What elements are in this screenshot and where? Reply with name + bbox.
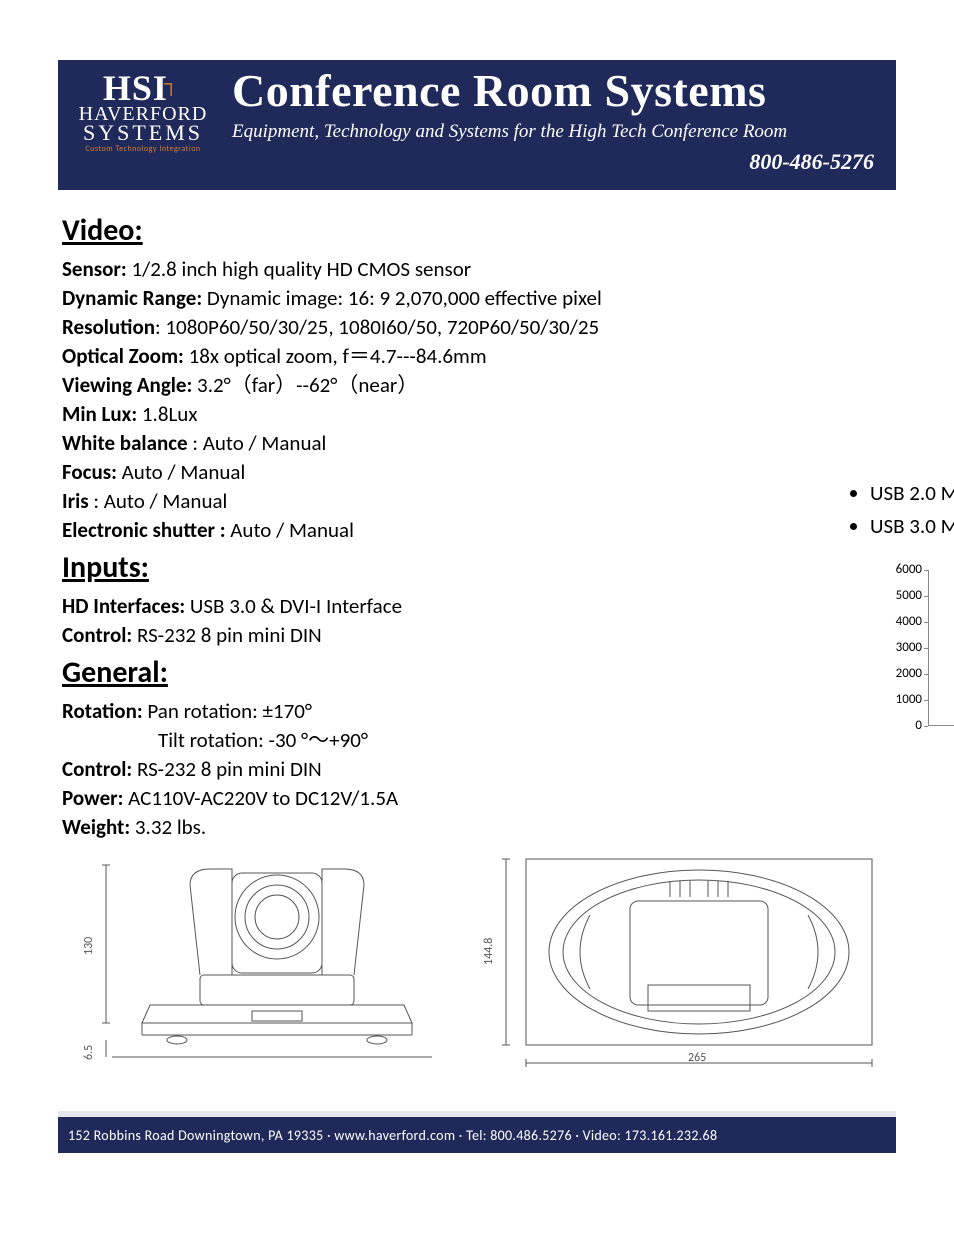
video-specs: Sensor: 1/2.8 inch high quality HD CMOS … — [62, 255, 842, 545]
section-heading-inputs: Inputs: — [62, 549, 842, 586]
spec-value: Dynamic image: 16: 9 2,070,000 effective… — [202, 285, 602, 311]
spec-label: Electronic shutter : — [62, 517, 226, 543]
spec-label: HD Interfaces: — [62, 593, 185, 619]
dim-width: 265 — [688, 1051, 706, 1065]
spec-value: 1.8Lux — [137, 401, 197, 427]
logo-systems: SYSTEMS — [83, 122, 203, 144]
usb-column: USB 2.0 vs USB 3.0 USB 2.0 Max 480 MBs U… — [842, 208, 954, 841]
spec-line: Resolution: 1080P60/50/30/25, 1080I60/50… — [62, 313, 842, 342]
section-heading-video: Video: — [62, 212, 842, 249]
spec-line: Focus: Auto / Manual — [62, 458, 842, 487]
spec-value: RS-232 8 pin mini DIN — [132, 756, 322, 782]
header-title: Conference Room Systems — [232, 64, 766, 117]
spec-value: RS-232 8 pin mini DIN — [132, 622, 322, 648]
footer-text: 152 Robbins Road Downingtown, PA 19335 ·… — [68, 1127, 717, 1144]
spec-label: Iris — [62, 488, 93, 514]
inputs-specs: HD Interfaces: USB 3.0 & DVI-I Interface… — [62, 592, 462, 650]
spec-value: Auto / Manual — [117, 459, 245, 485]
spec-value: 18x optical zoom, f＝4.7---84.6mm — [184, 343, 487, 369]
chart-y-tick: 5000 — [868, 588, 922, 603]
header-subtitle: Equipment, Technology and Systems for th… — [232, 121, 787, 143]
spec-line: Sensor: 1/2.8 inch high quality HD CMOS … — [62, 255, 842, 284]
header-text: Conference Room Systems Equipment, Techn… — [232, 66, 882, 175]
spec-label: Weight: — [62, 814, 130, 840]
spec-line: Iris : Auto / Manual — [62, 487, 842, 516]
logo-mark-icon: ┐ — [164, 73, 179, 95]
spec-value: Pan rotation: ±170° — [143, 698, 312, 724]
camera-top-drawing: 144.8 265 — [470, 845, 890, 1085]
dim-foot: 6.5 — [82, 1045, 96, 1060]
spec-label: Rotation: — [62, 698, 143, 724]
usb-bullet: USB 3.0 Max 5 GBs — [870, 510, 954, 543]
spec-line: Tilt rotation: -30 °～+90° — [62, 726, 562, 755]
logo-tagline: Custom Technology Integration — [85, 145, 200, 153]
spec-label: Min Lux: — [62, 401, 137, 427]
usb-bullets: USB 2.0 Max 480 MBs USB 3.0 Max 5 GBs — [848, 477, 954, 542]
drawings-row: 130 6.5 — [58, 841, 896, 1085]
footer: 152 Robbins Road Downingtown, PA 19335 ·… — [58, 1117, 896, 1153]
spec-label: Power: — [62, 785, 123, 811]
section-heading-general: General: — [62, 654, 842, 691]
spec-line: Viewing Angle: 3.2°（far）--62°（near） — [62, 371, 842, 400]
spec-value: 3.2°（far）--62°（near） — [192, 372, 418, 398]
spec-value: 3.32 lbs. — [130, 814, 206, 840]
usb-bullet: USB 2.0 Max 480 MBs — [870, 477, 954, 510]
chart-plot-area — [928, 570, 954, 726]
usb-title: USB 2.0 vs USB 3.0 — [878, 420, 954, 457]
spec-line: Rotation: Pan rotation: ±170° — [62, 697, 562, 726]
chart-y-tick: 4000 — [868, 614, 922, 629]
page: HSI┐ HAVERFORD SYSTEMS Custom Technology… — [0, 0, 954, 1085]
chart-y-tick: 1000 — [868, 692, 922, 707]
spec-line: Control: RS-232 8 pin mini DIN — [62, 621, 462, 650]
spec-value: Auto / Manual — [226, 517, 354, 543]
spec-value: : Auto / Manual — [192, 430, 326, 456]
chart-y-tick: 2000 — [868, 666, 922, 681]
general-specs: Rotation: Pan rotation: ±170°Tilt rotati… — [62, 697, 562, 842]
spec-label: Viewing Angle: — [62, 372, 192, 398]
spec-line: Dynamic Range: Dynamic image: 16: 9 2,07… — [62, 284, 842, 313]
spec-label: White balance — [62, 430, 192, 456]
spec-label: Sensor: — [62, 256, 127, 282]
content: Video: Sensor: 1/2.8 inch high quality H… — [58, 190, 896, 841]
specs-column: Video: Sensor: 1/2.8 inch high quality H… — [62, 208, 842, 841]
spec-label: Resolution — [62, 314, 155, 340]
spec-label: Control: — [62, 622, 132, 648]
spec-value: : Auto / Manual — [93, 488, 227, 514]
spec-line: Weight: 3.32 lbs. — [62, 813, 562, 842]
spec-line: Electronic shutter : Auto / Manual — [62, 516, 842, 545]
spec-label: Focus: — [62, 459, 117, 485]
spec-label: Dynamic Range: — [62, 285, 202, 311]
dim-height: 130 — [82, 937, 96, 955]
header-phone: 800-486-5276 — [749, 149, 874, 175]
chart-y-tick: 0 — [868, 718, 922, 733]
header-banner: HSI┐ HAVERFORD SYSTEMS Custom Technology… — [58, 60, 896, 190]
chart-y-tick: 6000 — [868, 562, 922, 577]
camera-front-drawing: 130 6.5 — [82, 845, 442, 1085]
dim-height2: 144.8 — [482, 938, 496, 965]
spec-label: Optical Zoom: — [62, 343, 184, 369]
logo: HSI┐ HAVERFORD SYSTEMS Custom Technology… — [68, 66, 218, 153]
spec-line: HD Interfaces: USB 3.0 & DVI-I Interface — [62, 592, 462, 621]
spec-line: Min Lux: 1.8Lux — [62, 400, 842, 429]
spec-value: USB 3.0 & DVI-I Interface — [185, 593, 402, 619]
spec-value: Tilt rotation: -30 °～+90° — [158, 727, 368, 753]
spec-line: Control: RS-232 8 pin mini DIN — [62, 755, 562, 784]
spec-value: : 1080P60/50/30/25, 1080I60/50, 720P60/5… — [155, 314, 599, 340]
spec-line: Power: AC110V-AC220V to DC12V/1.5A — [62, 784, 562, 813]
spec-value: AC110V-AC220V to DC12V/1.5A — [123, 785, 398, 811]
logo-hsi: HSI┐ — [103, 70, 183, 106]
spec-label: Control: — [62, 756, 132, 782]
speed-bar-chart: Speed 0100020003000400050006000 USB 2.0U… — [868, 548, 954, 768]
spec-line: White balance : Auto / Manual — [62, 429, 842, 458]
spec-line: Optical Zoom: 18x optical zoom, f＝4.7---… — [62, 342, 842, 371]
spec-value: 1/2.8 inch high quality HD CMOS sensor — [127, 256, 471, 282]
chart-y-tick: 3000 — [868, 640, 922, 655]
